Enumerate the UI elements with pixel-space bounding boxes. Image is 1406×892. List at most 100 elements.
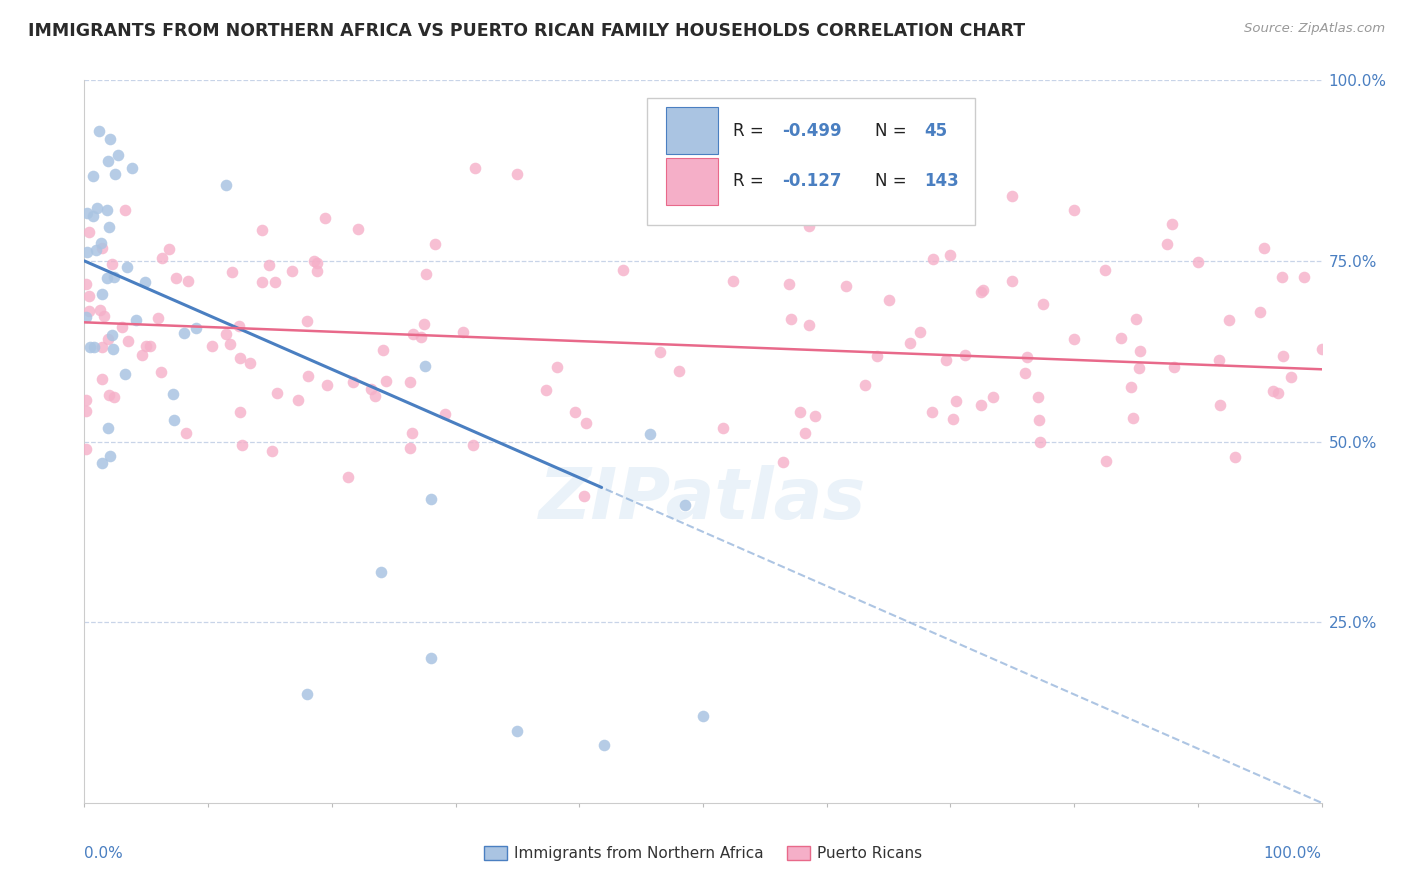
Point <box>1029 434 1052 449</box>
Point <box>953 348 976 362</box>
Point <box>673 499 696 513</box>
Point <box>1014 367 1036 381</box>
Point <box>97 421 120 435</box>
Point <box>91 372 114 386</box>
Legend: Immigrants from Northern Africa, Puerto Ricans: Immigrants from Northern Africa, Puerto … <box>478 839 928 867</box>
Point <box>370 565 392 579</box>
Point <box>82 209 104 223</box>
Point <box>231 438 253 452</box>
Point <box>1267 386 1289 401</box>
Point <box>150 365 173 379</box>
Point <box>970 285 993 299</box>
Point <box>150 251 173 265</box>
Point <box>1128 360 1150 375</box>
Point <box>972 283 994 297</box>
Point <box>360 382 382 396</box>
Point <box>97 388 120 402</box>
Point <box>413 318 436 332</box>
Point <box>96 271 118 285</box>
Point <box>419 492 441 507</box>
Point <box>398 442 420 456</box>
Point <box>86 201 108 215</box>
Point <box>419 651 441 665</box>
Point <box>174 426 197 441</box>
Point <box>215 178 238 192</box>
Y-axis label: Family Households: Family Households <box>0 370 7 513</box>
Point <box>139 339 162 353</box>
Point <box>101 328 124 343</box>
Point <box>945 393 967 408</box>
Point <box>797 318 820 332</box>
Point <box>82 169 104 184</box>
Point <box>103 270 125 285</box>
Point <box>90 456 112 470</box>
Point <box>117 334 139 348</box>
Text: -0.499: -0.499 <box>782 122 842 140</box>
Point <box>546 359 568 374</box>
Text: R =: R = <box>733 172 769 190</box>
Point <box>135 339 157 353</box>
Point <box>281 264 304 278</box>
Point <box>409 330 432 344</box>
Point <box>250 223 273 237</box>
Point <box>84 244 107 258</box>
Point <box>401 425 423 440</box>
Point <box>1122 411 1144 425</box>
Point <box>668 364 690 378</box>
Point <box>266 385 288 400</box>
Point <box>1017 350 1039 364</box>
Point <box>305 256 328 270</box>
Point <box>374 374 396 388</box>
Point <box>866 350 889 364</box>
Point <box>75 310 97 324</box>
Point <box>799 219 821 234</box>
Point <box>640 426 662 441</box>
Text: R =: R = <box>733 122 769 140</box>
Point <box>77 303 100 318</box>
Point <box>772 455 794 469</box>
Point <box>1156 237 1178 252</box>
Point <box>98 132 121 146</box>
Point <box>1063 332 1085 346</box>
Text: 0.0%: 0.0% <box>84 847 124 861</box>
Point <box>461 437 484 451</box>
Point <box>131 348 153 362</box>
Point <box>1253 241 1275 255</box>
Text: N =: N = <box>875 122 912 140</box>
Point <box>75 442 97 457</box>
Point <box>305 264 328 278</box>
Point <box>228 319 250 334</box>
Point <box>401 326 423 341</box>
Point <box>337 469 360 483</box>
Point <box>97 332 120 346</box>
Text: 100.0%: 100.0% <box>1264 847 1322 861</box>
Point <box>215 327 238 342</box>
Point <box>295 687 318 701</box>
Point <box>146 310 169 325</box>
Point <box>363 389 385 403</box>
Point <box>423 237 446 252</box>
Point <box>1249 305 1271 319</box>
Point <box>83 340 105 354</box>
Point <box>1310 342 1333 356</box>
Text: N =: N = <box>875 172 912 190</box>
Point <box>162 386 184 401</box>
Point <box>201 339 224 353</box>
Point <box>221 265 243 279</box>
Point <box>347 222 370 236</box>
Point <box>1223 450 1246 464</box>
Text: Source: ZipAtlas.com: Source: ZipAtlas.com <box>1244 22 1385 36</box>
Point <box>173 326 195 340</box>
Point <box>315 377 337 392</box>
Point <box>75 277 97 291</box>
Point <box>89 124 111 138</box>
Point <box>89 303 111 318</box>
Point <box>218 337 240 351</box>
Point <box>908 325 931 339</box>
Point <box>1001 189 1024 203</box>
Point <box>711 421 734 435</box>
Point <box>506 167 529 181</box>
Point <box>1094 262 1116 277</box>
Point <box>125 313 148 327</box>
Point <box>1026 390 1049 404</box>
